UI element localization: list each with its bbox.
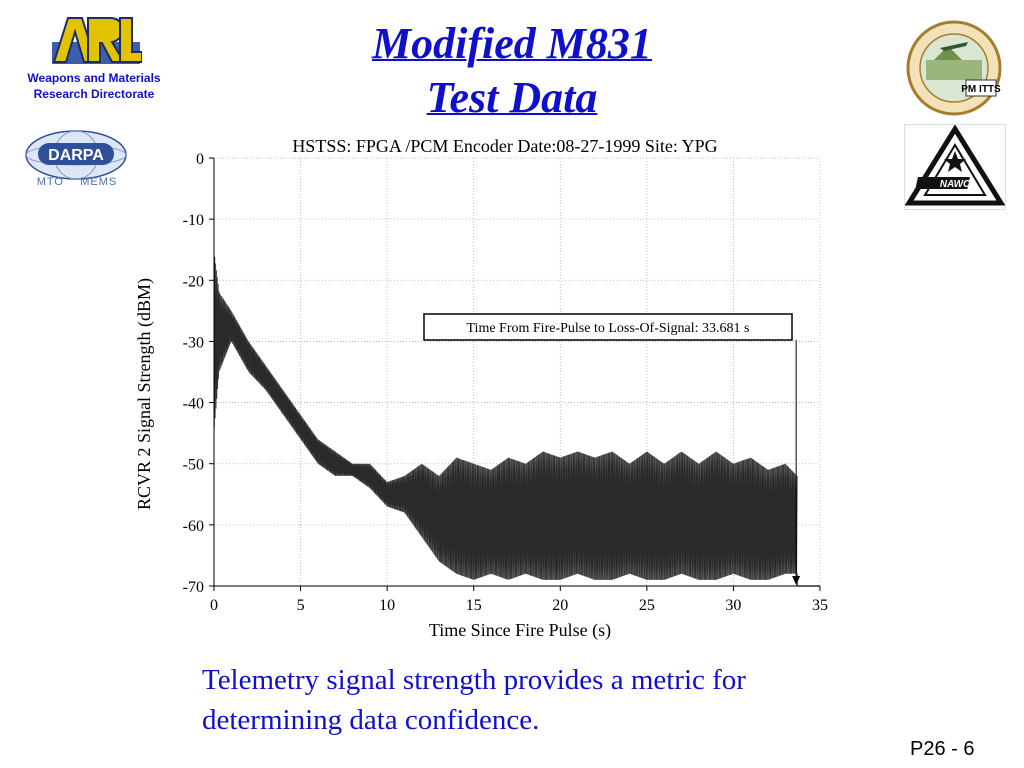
pm-itts-seal-logo: PM ITTS xyxy=(906,20,1002,116)
annotation-arrowhead xyxy=(792,576,801,585)
slide-title-line1: Modified M831 xyxy=(372,19,652,68)
x-tick-label: 30 xyxy=(725,597,741,614)
body-text: Telemetry signal strength provides a met… xyxy=(202,660,922,740)
body-text-line1: Telemetry signal strength provides a met… xyxy=(202,664,746,696)
signal-strength-chart: HSTSS: FPGA /PCM Encoder Date:08-27-1999… xyxy=(120,128,840,648)
arl-caption-line2: Research Directorate xyxy=(33,87,155,101)
x-tick-label: 35 xyxy=(812,597,828,614)
signal-waveform xyxy=(213,249,798,580)
y-axis-label: RCVR 2 Signal Strength (dBM) xyxy=(134,278,155,510)
seal-logo-text: PM ITTS xyxy=(961,84,1001,95)
nawc-logo-text: NAWC xyxy=(940,179,971,190)
y-tick-label: -10 xyxy=(183,212,204,229)
darpa-sub-left: MTO xyxy=(36,176,64,188)
y-tick-label: -20 xyxy=(183,273,204,290)
y-tick-label: -50 xyxy=(183,457,204,474)
nawc-logo: NAWC xyxy=(904,124,1006,210)
y-tick-label: -40 xyxy=(183,396,204,413)
darpa-logo: DARPA xyxy=(25,130,127,180)
body-text-line2: determining data confidence. xyxy=(202,704,540,736)
x-axis-label: Time Since Fire Pulse (s) xyxy=(429,620,611,641)
y-tick-label: 0 xyxy=(196,151,204,168)
x-tick-label: 10 xyxy=(379,597,395,614)
x-tick-label: 5 xyxy=(297,597,305,614)
annotation-text: Time From Fire-Pulse to Loss-Of-Signal: … xyxy=(467,321,750,336)
chart-tick-labels: 0 5 10 15 20 25 30 35 0 -10 -20 -30 -40 -50 -60 -70 xyxy=(183,151,828,614)
darpa-subtitle: MTO MEMS xyxy=(22,176,132,188)
slide-title-line2: Test Data xyxy=(426,73,598,122)
signal-trace xyxy=(213,249,820,587)
chart-axes xyxy=(209,157,821,591)
y-tick-label: -70 xyxy=(183,579,204,596)
x-tick-label: 0 xyxy=(210,597,218,614)
arl-caption-line1: Weapons and Materials xyxy=(27,71,161,85)
annotation-box xyxy=(423,313,793,341)
x-tick-label: 20 xyxy=(552,597,568,614)
loss-of-signal-annotation: Time From Fire-Pulse to Loss-Of-Signal: … xyxy=(423,313,801,585)
darpa-logo-text: DARPA xyxy=(48,147,104,164)
y-tick-label: -60 xyxy=(183,518,204,535)
arl-caption: Weapons and Materials Research Directora… xyxy=(0,70,188,102)
darpa-sub-right: MEMS xyxy=(80,176,118,188)
chart-title: HSTSS: FPGA /PCM Encoder Date:08-27-1999… xyxy=(292,136,717,156)
chart-svg: HSTSS: FPGA /PCM Encoder Date:08-27-1999… xyxy=(134,136,828,641)
x-tick-label: 25 xyxy=(639,597,655,614)
page-number: P26 - 6 xyxy=(910,738,975,760)
arl-logo xyxy=(52,17,142,64)
y-tick-label: -30 xyxy=(183,334,204,351)
x-tick-label: 15 xyxy=(466,597,482,614)
